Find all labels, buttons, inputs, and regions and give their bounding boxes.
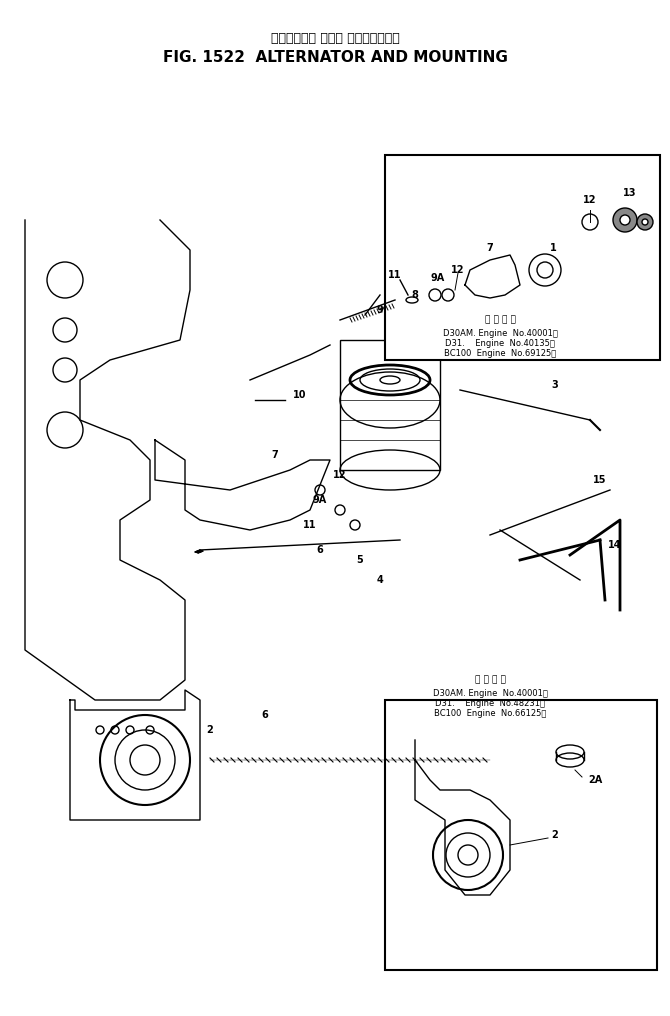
- Bar: [385, 155, 660, 360]
- Text: 9A: 9A: [431, 273, 445, 283]
- Ellipse shape: [406, 297, 418, 303]
- Text: 2: 2: [551, 830, 558, 840]
- Text: 3: 3: [551, 380, 558, 390]
- Text: FIG. 1522  ALTERNATOR AND MOUNTING: FIG. 1522 ALTERNATOR AND MOUNTING: [163, 51, 507, 65]
- Text: BC100  Engine  No.66125－: BC100 Engine No.66125－: [433, 708, 546, 717]
- Text: オルタネータ および マウンティング: オルタネータ および マウンティング: [271, 31, 399, 45]
- Bar: [385, 700, 657, 970]
- Text: D30AM. Engine  No.40001～: D30AM. Engine No.40001～: [443, 328, 557, 337]
- Text: 11: 11: [304, 520, 317, 530]
- Text: 11: 11: [388, 270, 402, 280]
- Text: 10: 10: [293, 390, 307, 400]
- Text: 13: 13: [623, 188, 636, 198]
- Text: 2: 2: [206, 725, 213, 735]
- Text: 12: 12: [584, 195, 597, 205]
- Bar: [340, 340, 440, 470]
- Text: D31.    Engine  No.48231－: D31. Engine No.48231－: [435, 699, 545, 707]
- Text: 2A: 2A: [588, 775, 602, 785]
- Text: 8: 8: [411, 290, 419, 300]
- Text: 6: 6: [317, 545, 324, 555]
- Circle shape: [620, 215, 630, 225]
- Text: 12: 12: [452, 265, 465, 275]
- Text: BC100  Engine  No.69125～: BC100 Engine No.69125～: [444, 348, 556, 358]
- Text: 12: 12: [333, 470, 347, 480]
- Text: 6: 6: [261, 710, 269, 720]
- Circle shape: [637, 214, 653, 230]
- Text: 9A: 9A: [313, 495, 327, 505]
- Text: 7: 7: [271, 450, 278, 460]
- Text: D30AM. Engine  No.40001～: D30AM. Engine No.40001～: [433, 689, 547, 698]
- Text: 7: 7: [486, 243, 493, 253]
- Text: 15: 15: [593, 475, 607, 485]
- Circle shape: [642, 219, 648, 225]
- Text: 5: 5: [356, 555, 363, 565]
- Text: 14: 14: [608, 539, 622, 550]
- Text: 1: 1: [549, 243, 556, 253]
- Circle shape: [613, 208, 637, 232]
- Text: 適 用 号 機: 適 用 号 機: [474, 676, 505, 685]
- Text: 9: 9: [377, 305, 383, 315]
- Text: 適 用 号 機: 適 用 号 機: [484, 316, 515, 324]
- Text: D31.    Engine  No.40135～: D31. Engine No.40135～: [445, 338, 555, 347]
- Text: 4: 4: [377, 575, 383, 585]
